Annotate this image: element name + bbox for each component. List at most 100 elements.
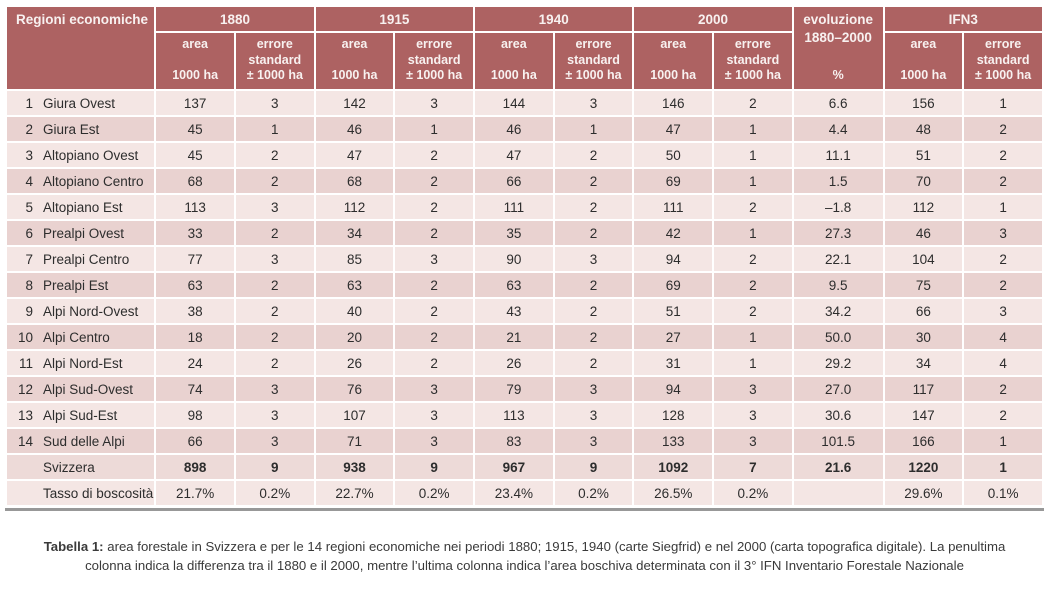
value-cell: 3	[395, 91, 474, 115]
value-cell: 2	[235, 273, 314, 297]
row-number: 8	[25, 277, 33, 293]
value-cell: 1	[964, 429, 1042, 453]
value-cell: 142	[315, 91, 394, 115]
value-cell: 112	[884, 195, 963, 219]
value-cell: 898	[156, 455, 234, 479]
value-cell: 3	[235, 429, 314, 453]
value-cell: 2	[235, 351, 314, 375]
value-cell: 1	[235, 117, 314, 141]
value-cell: 3	[235, 403, 314, 427]
value-cell: 9	[395, 455, 474, 479]
value-cell: 20	[315, 325, 394, 349]
value-cell: 46	[475, 117, 553, 141]
row-number: 1	[25, 95, 33, 111]
value-cell: 71	[315, 429, 394, 453]
subheader-area-1880: area 1000 ha	[156, 33, 234, 89]
value-cell: 2	[554, 221, 633, 245]
value-cell: 107	[315, 403, 394, 427]
value-cell: 2	[395, 273, 474, 297]
value-cell: 2	[235, 299, 314, 323]
header-year-1940: 1940	[475, 7, 633, 31]
table-row: 8 Prealpi Est 63 2 63 2 63 2 69 2 9.5 75 2	[7, 273, 1042, 297]
region-name: Alpi Sud-Ovest	[43, 381, 134, 397]
value-cell: 3	[714, 429, 792, 453]
value-cell: 7	[714, 455, 792, 479]
value-cell: 4	[964, 325, 1042, 349]
value-cell: 4	[964, 351, 1042, 375]
region-name-cell: 9 Alpi Nord-Ovest	[7, 299, 155, 323]
value-cell: 38	[156, 299, 234, 323]
value-cell: 2	[714, 299, 792, 323]
row-number: 5	[25, 199, 33, 215]
value-cell: 9	[554, 455, 633, 479]
evolution-unit: %	[832, 67, 844, 82]
value-cell: 69	[634, 273, 713, 297]
value-cell: 29.2	[793, 351, 883, 375]
value-cell: 0.2%	[395, 481, 474, 505]
value-cell: –1.8	[793, 195, 883, 219]
value-cell: 1	[964, 91, 1042, 115]
value-cell: 3	[395, 429, 474, 453]
region-name: Tasso di boscosità	[43, 485, 154, 501]
forest-area-table: Regioni economiche 1880 1915 1940 2000 e…	[5, 5, 1044, 507]
region-name-cell: 1 Giura Ovest	[7, 91, 155, 115]
value-cell: 1	[395, 117, 474, 141]
value-cell: 144	[475, 91, 553, 115]
region-name-cell: Svizzera	[7, 455, 155, 479]
region-name: Altopiano Est	[43, 199, 123, 215]
value-cell: 47	[634, 117, 713, 141]
value-cell: 2	[235, 169, 314, 193]
value-cell: 2	[395, 299, 474, 323]
value-cell: 3	[235, 91, 314, 115]
value-cell: 40	[315, 299, 394, 323]
subheader-error-1880: errore standard ± 1000 ha	[235, 33, 314, 89]
value-cell: 2	[235, 143, 314, 167]
header-year-1915: 1915	[315, 7, 474, 31]
caption-text: area forestale in Svizzera e per le 14 r…	[85, 539, 1006, 574]
region-name: Alpi Nord-Est	[43, 355, 123, 371]
value-cell: 1092	[634, 455, 713, 479]
value-cell: 113	[475, 403, 553, 427]
value-cell: 3	[395, 247, 474, 271]
value-cell: 166	[884, 429, 963, 453]
value-cell: 2	[395, 169, 474, 193]
region-name: Svizzera	[43, 459, 95, 475]
value-cell: 0.2%	[235, 481, 314, 505]
value-cell: 3	[554, 429, 633, 453]
value-cell: 33	[156, 221, 234, 245]
total-row: Svizzera 898 9 938 9 967 9 1092 7 21.6 1220 1	[7, 455, 1042, 479]
value-cell: 2	[964, 247, 1042, 271]
value-cell: 18	[156, 325, 234, 349]
value-cell: 3	[964, 299, 1042, 323]
value-cell: 22.7%	[315, 481, 394, 505]
value-cell: 3	[964, 221, 1042, 245]
table-row: 9 Alpi Nord-Ovest 38 2 40 2 43 2 51 2 34.2 66 3	[7, 299, 1042, 323]
value-cell: 27.0	[793, 377, 883, 401]
value-cell: 43	[475, 299, 553, 323]
value-cell: 3	[235, 195, 314, 219]
value-cell: 2	[554, 195, 633, 219]
value-cell: 3	[395, 377, 474, 401]
value-cell: 3	[554, 403, 633, 427]
subheader-error-2000: errore standard ± 1000 ha	[714, 33, 792, 89]
region-name-cell: Tasso di boscosità	[7, 481, 155, 505]
table-caption: Tabella 1: area forestale in Svizzera e …	[30, 537, 1020, 575]
region-name: Prealpi Centro	[43, 251, 130, 267]
value-cell: 6.6	[793, 91, 883, 115]
value-cell: 2	[554, 273, 633, 297]
row-number: 6	[25, 225, 33, 241]
row-number: 3	[25, 147, 33, 163]
subheader-area-2000: area 1000 ha	[634, 33, 713, 89]
row-number: 10	[17, 329, 33, 345]
value-cell: 1220	[884, 455, 963, 479]
value-cell: 26.5%	[634, 481, 713, 505]
value-cell: 1	[714, 351, 792, 375]
value-cell: 137	[156, 91, 234, 115]
value-cell: 0.1%	[964, 481, 1042, 505]
region-name-cell: 14 Sud delle Alpi	[7, 429, 155, 453]
value-cell: 111	[475, 195, 553, 219]
region-name: Prealpi Est	[43, 277, 109, 293]
value-cell: 9.5	[793, 273, 883, 297]
value-cell: 2	[964, 377, 1042, 401]
value-cell: 3	[554, 247, 633, 271]
